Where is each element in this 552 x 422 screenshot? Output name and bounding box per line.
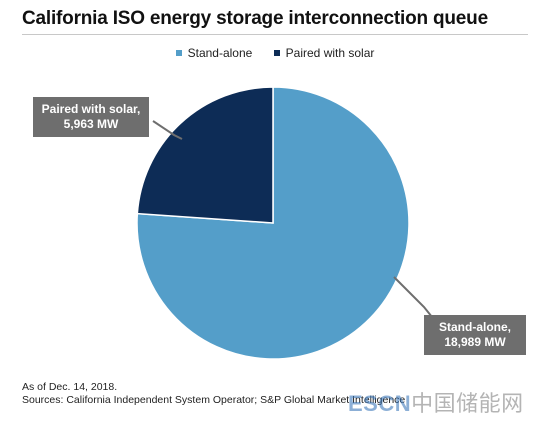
- pie-slice-paired-with-solar: [136, 86, 274, 224]
- legend-swatch-paired-with-solar: [273, 50, 280, 56]
- pie-chart: [136, 86, 433, 360]
- chart-title: California ISO energy storage interconne…: [22, 8, 488, 29]
- data-label-paired-with-solar-name: Paired with solar,: [41, 102, 141, 116]
- sources-note: Sources: California Independent System O…: [22, 394, 406, 406]
- data-label-paired-with-solar: Paired with solar, 5,963 MW: [33, 97, 149, 137]
- chart-panel: Stand-alone Paired with solar Paired wit…: [22, 34, 528, 371]
- legend-swatch-stand-alone: [175, 50, 182, 56]
- leader-line-stand-alone: [393, 276, 433, 318]
- watermark-latin: ESCN: [348, 391, 412, 416]
- leader-line-paired-with-solar: [152, 120, 183, 140]
- data-label-stand-alone-name: Stand-alone,: [438, 320, 511, 334]
- chart-notes: As of Dec. 14, 2018. Sources: California…: [22, 381, 405, 407]
- data-label-paired-with-solar-value: 5,963 MW: [63, 117, 119, 131]
- data-label-stand-alone: Stand-alone, 18,989 MW: [424, 315, 526, 355]
- legend-label-paired-with-solar: Paired with solar: [285, 46, 375, 60]
- watermark-cn: 中国储能网: [411, 392, 524, 417]
- legend-item-stand-alone: Stand-alone: [175, 46, 253, 60]
- watermark-logo: ESCN中国储能网: [348, 386, 524, 418]
- as-of-note: As of Dec. 14, 2018.: [22, 381, 118, 393]
- data-label-stand-alone-value: 18,989 MW: [444, 335, 506, 349]
- legend-item-paired-with-solar: Paired with solar: [273, 46, 375, 60]
- legend-label-stand-alone: Stand-alone: [187, 46, 253, 60]
- legend: Stand-alone Paired with solar: [22, 45, 528, 60]
